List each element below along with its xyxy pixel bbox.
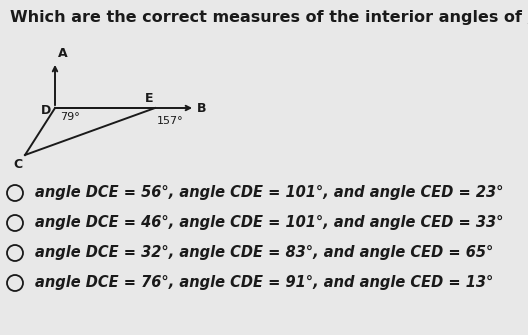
Text: 79°: 79° bbox=[60, 112, 80, 122]
Text: 157°: 157° bbox=[157, 116, 184, 126]
Text: D: D bbox=[41, 104, 51, 117]
Text: E: E bbox=[145, 92, 153, 105]
Text: C: C bbox=[14, 158, 23, 171]
Text: Which are the correct measures of the interior angles of △CDE?: Which are the correct measures of the in… bbox=[10, 10, 528, 25]
Text: B: B bbox=[197, 103, 206, 116]
Text: angle DCE = 56°, angle CDE = 101°, and angle CED = 23°: angle DCE = 56°, angle CDE = 101°, and a… bbox=[35, 186, 504, 201]
Text: angle DCE = 76°, angle CDE = 91°, and angle CED = 13°: angle DCE = 76°, angle CDE = 91°, and an… bbox=[35, 275, 493, 290]
Text: angle DCE = 32°, angle CDE = 83°, and angle CED = 65°: angle DCE = 32°, angle CDE = 83°, and an… bbox=[35, 246, 493, 261]
Text: A: A bbox=[58, 47, 68, 60]
Text: angle DCE = 46°, angle CDE = 101°, and angle CED = 33°: angle DCE = 46°, angle CDE = 101°, and a… bbox=[35, 215, 504, 230]
